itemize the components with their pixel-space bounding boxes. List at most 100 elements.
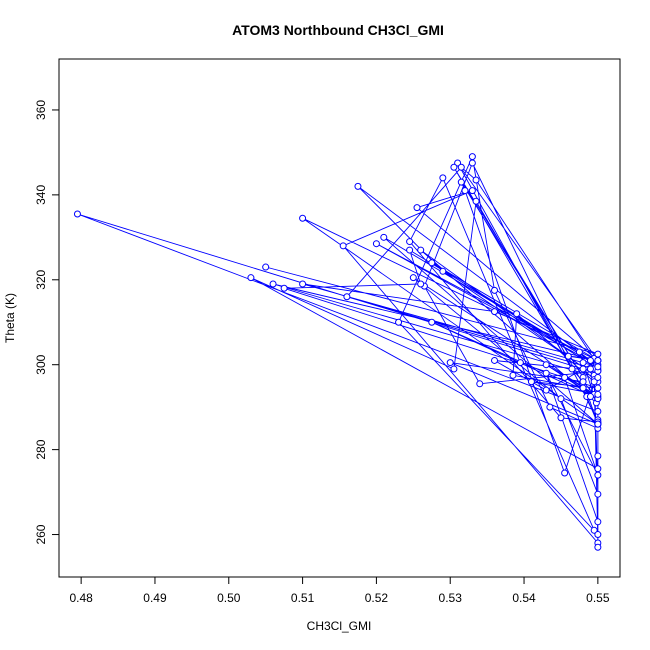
data-point: [564, 352, 572, 360]
data-point: [542, 369, 550, 377]
x-tick-label: 0.51: [291, 591, 315, 605]
data-point: [579, 384, 587, 392]
data-point: [372, 240, 380, 248]
y-axis-title: Theta (K): [3, 293, 17, 343]
data-point: [594, 543, 602, 551]
data-point: [491, 286, 499, 294]
data-point: [343, 293, 351, 301]
y-tick-label: 300: [34, 354, 48, 374]
x-tick-label: 0.50: [217, 591, 241, 605]
data-point: [579, 378, 587, 386]
y-tick-label: 320: [34, 269, 48, 289]
data-point: [413, 204, 421, 212]
data-point: [73, 210, 81, 218]
data-point: [461, 187, 469, 195]
data-point: [395, 318, 403, 326]
data-point: [354, 182, 362, 190]
chart-title: ATOM3 Northbound CH3Cl_GMI: [232, 22, 444, 38]
data-point: [516, 359, 524, 367]
data-point: [542, 361, 550, 369]
data-point: [428, 259, 436, 267]
data-point: [457, 163, 465, 171]
series-path: [77, 155, 599, 548]
y-axis: 260 280 300 320 340 360: [34, 100, 60, 545]
data-point: [339, 242, 347, 250]
data-point: [575, 348, 583, 356]
data-point: [450, 163, 458, 171]
data-point: [446, 359, 454, 367]
data-point: [299, 214, 307, 222]
data-point: [509, 371, 517, 379]
data-point: [594, 356, 602, 364]
y-tick-label: 260: [34, 524, 48, 544]
data-point: [409, 274, 417, 282]
data-point: [380, 233, 388, 241]
data-point: [439, 174, 447, 182]
data-point: [527, 378, 535, 386]
data-point: [594, 373, 602, 381]
data-point: [579, 365, 587, 373]
data-point: [586, 356, 594, 364]
series-line: [77, 155, 599, 548]
x-tick-label: 0.54: [512, 591, 536, 605]
data-point: [439, 267, 447, 275]
data-point: [568, 365, 576, 373]
data-point: [406, 246, 414, 254]
data-point: [450, 365, 458, 373]
data-point: [406, 238, 414, 246]
x-tick-label: 0.49: [143, 591, 167, 605]
data-point: [594, 384, 602, 392]
data-point: [472, 176, 480, 184]
data-point: [468, 159, 476, 167]
data-point: [594, 350, 602, 358]
data-point: [594, 407, 602, 415]
data-point: [280, 284, 288, 292]
x-tick-label: 0.52: [365, 591, 389, 605]
data-point: [594, 518, 602, 526]
data-point: [457, 178, 465, 186]
data-point: [417, 246, 425, 254]
data-point: [476, 380, 484, 388]
x-axis-title: CH3Cl_GMI: [307, 619, 372, 633]
x-tick-label: 0.48: [69, 591, 93, 605]
y-tick-label: 280: [34, 439, 48, 459]
data-point: [594, 363, 602, 371]
data-point: [586, 393, 594, 401]
data-point: [594, 471, 602, 479]
data-point: [299, 280, 307, 288]
data-point: [557, 414, 565, 422]
data-point: [513, 310, 521, 318]
x-tick-label: 0.53: [439, 591, 463, 605]
data-point: [468, 187, 476, 195]
data-point: [262, 263, 270, 271]
data-point: [491, 356, 499, 364]
data-point: [468, 153, 476, 161]
data-point: [579, 359, 587, 367]
data-point: [557, 395, 565, 403]
data-point: [472, 197, 480, 205]
data-point: [269, 280, 277, 288]
x-axis: 0.48 0.49 0.50 0.51 0.52 0.53 0.54 0.55: [69, 576, 610, 605]
y-tick-label: 360: [34, 100, 48, 120]
data-point: [428, 318, 436, 326]
data-point: [594, 465, 602, 473]
data-point: [590, 526, 598, 534]
data-point: [247, 274, 255, 282]
data-point: [590, 378, 598, 386]
data-point: [594, 452, 602, 460]
data-point: [561, 373, 569, 381]
data-point: [454, 159, 462, 167]
data-point: [561, 469, 569, 477]
data-point: [594, 490, 602, 498]
data-point: [586, 365, 594, 373]
y-tick-label: 340: [34, 185, 48, 205]
data-point: [546, 403, 554, 411]
data-point: [594, 390, 602, 398]
data-point: [542, 386, 550, 394]
data-point: [594, 420, 602, 428]
series-points: [73, 153, 602, 551]
data-point: [594, 531, 602, 539]
x-tick-label: 0.55: [586, 591, 610, 605]
data-point: [491, 308, 499, 316]
